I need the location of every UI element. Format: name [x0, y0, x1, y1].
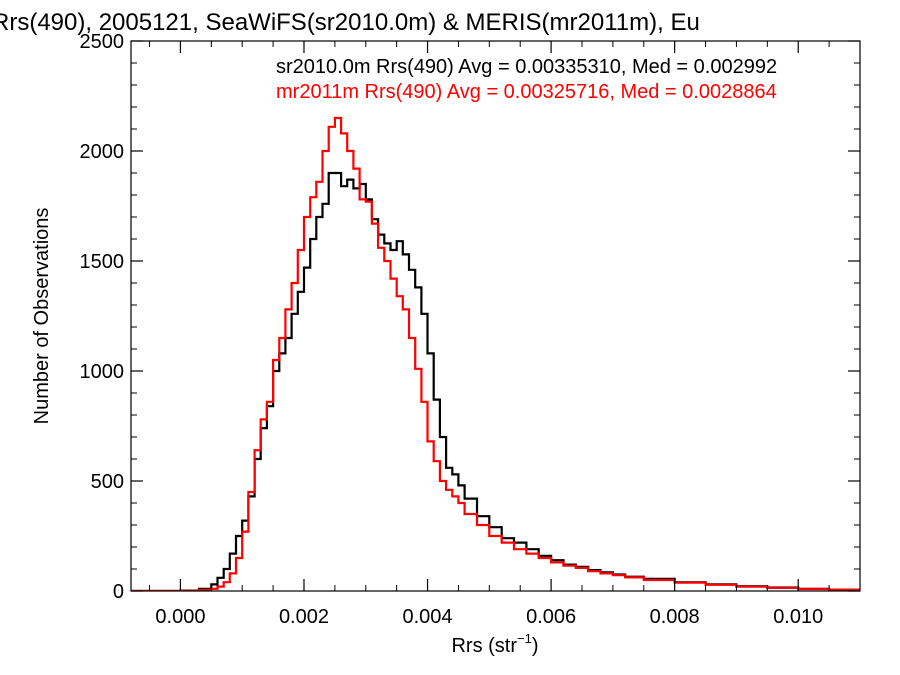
x-axis-label-close: ) [532, 635, 539, 657]
y-tick-label: 1500 [80, 251, 125, 273]
x-axis-label-main: Rrs (str [451, 635, 517, 657]
x-tick-label: 0.000 [155, 606, 205, 628]
x-tick-label: 0.002 [279, 606, 329, 628]
series-line-sr2010.0m [131, 171, 860, 591]
x-axis: 0.000 0.002 0.004 0.006 0.008 0.010 [149, 41, 830, 628]
x-tick-label: 0.008 [650, 606, 700, 628]
plot-area [131, 116, 860, 591]
legend-entry-sr2010: sr2010.0m Rrs(490) Avg = 0.00335310, Med… [276, 56, 777, 78]
series-line-mr2011m [131, 116, 860, 591]
x-tick-label: 0.004 [403, 606, 453, 628]
y-tick-label: 2500 [80, 31, 125, 53]
x-axis-label-superscript: −1 [517, 631, 532, 646]
legend-entry-mr2011: mr2011m Rrs(490) Avg = 0.00325716, Med =… [276, 81, 777, 103]
legend: sr2010.0m Rrs(490) Avg = 0.00335310, Med… [276, 56, 777, 103]
plot-frame [130, 40, 861, 592]
y-tick-label: 500 [91, 471, 124, 493]
x-axis-label: Rrs (str−1) [451, 631, 538, 657]
y-axis: 0 500 1000 1500 2000 2500 [80, 31, 860, 603]
y-axis-label: Number of Observations [31, 208, 53, 425]
y-tick-label: 0 [113, 581, 124, 603]
x-tick-label: 0.006 [526, 606, 576, 628]
chart-title: Rrs(490), 2005121, SeaWiFS(sr2010.0m) & … [0, 9, 700, 36]
x-tick-label: 0.010 [773, 606, 823, 628]
y-tick-label: 2000 [80, 141, 125, 163]
y-tick-label: 1000 [80, 361, 125, 383]
